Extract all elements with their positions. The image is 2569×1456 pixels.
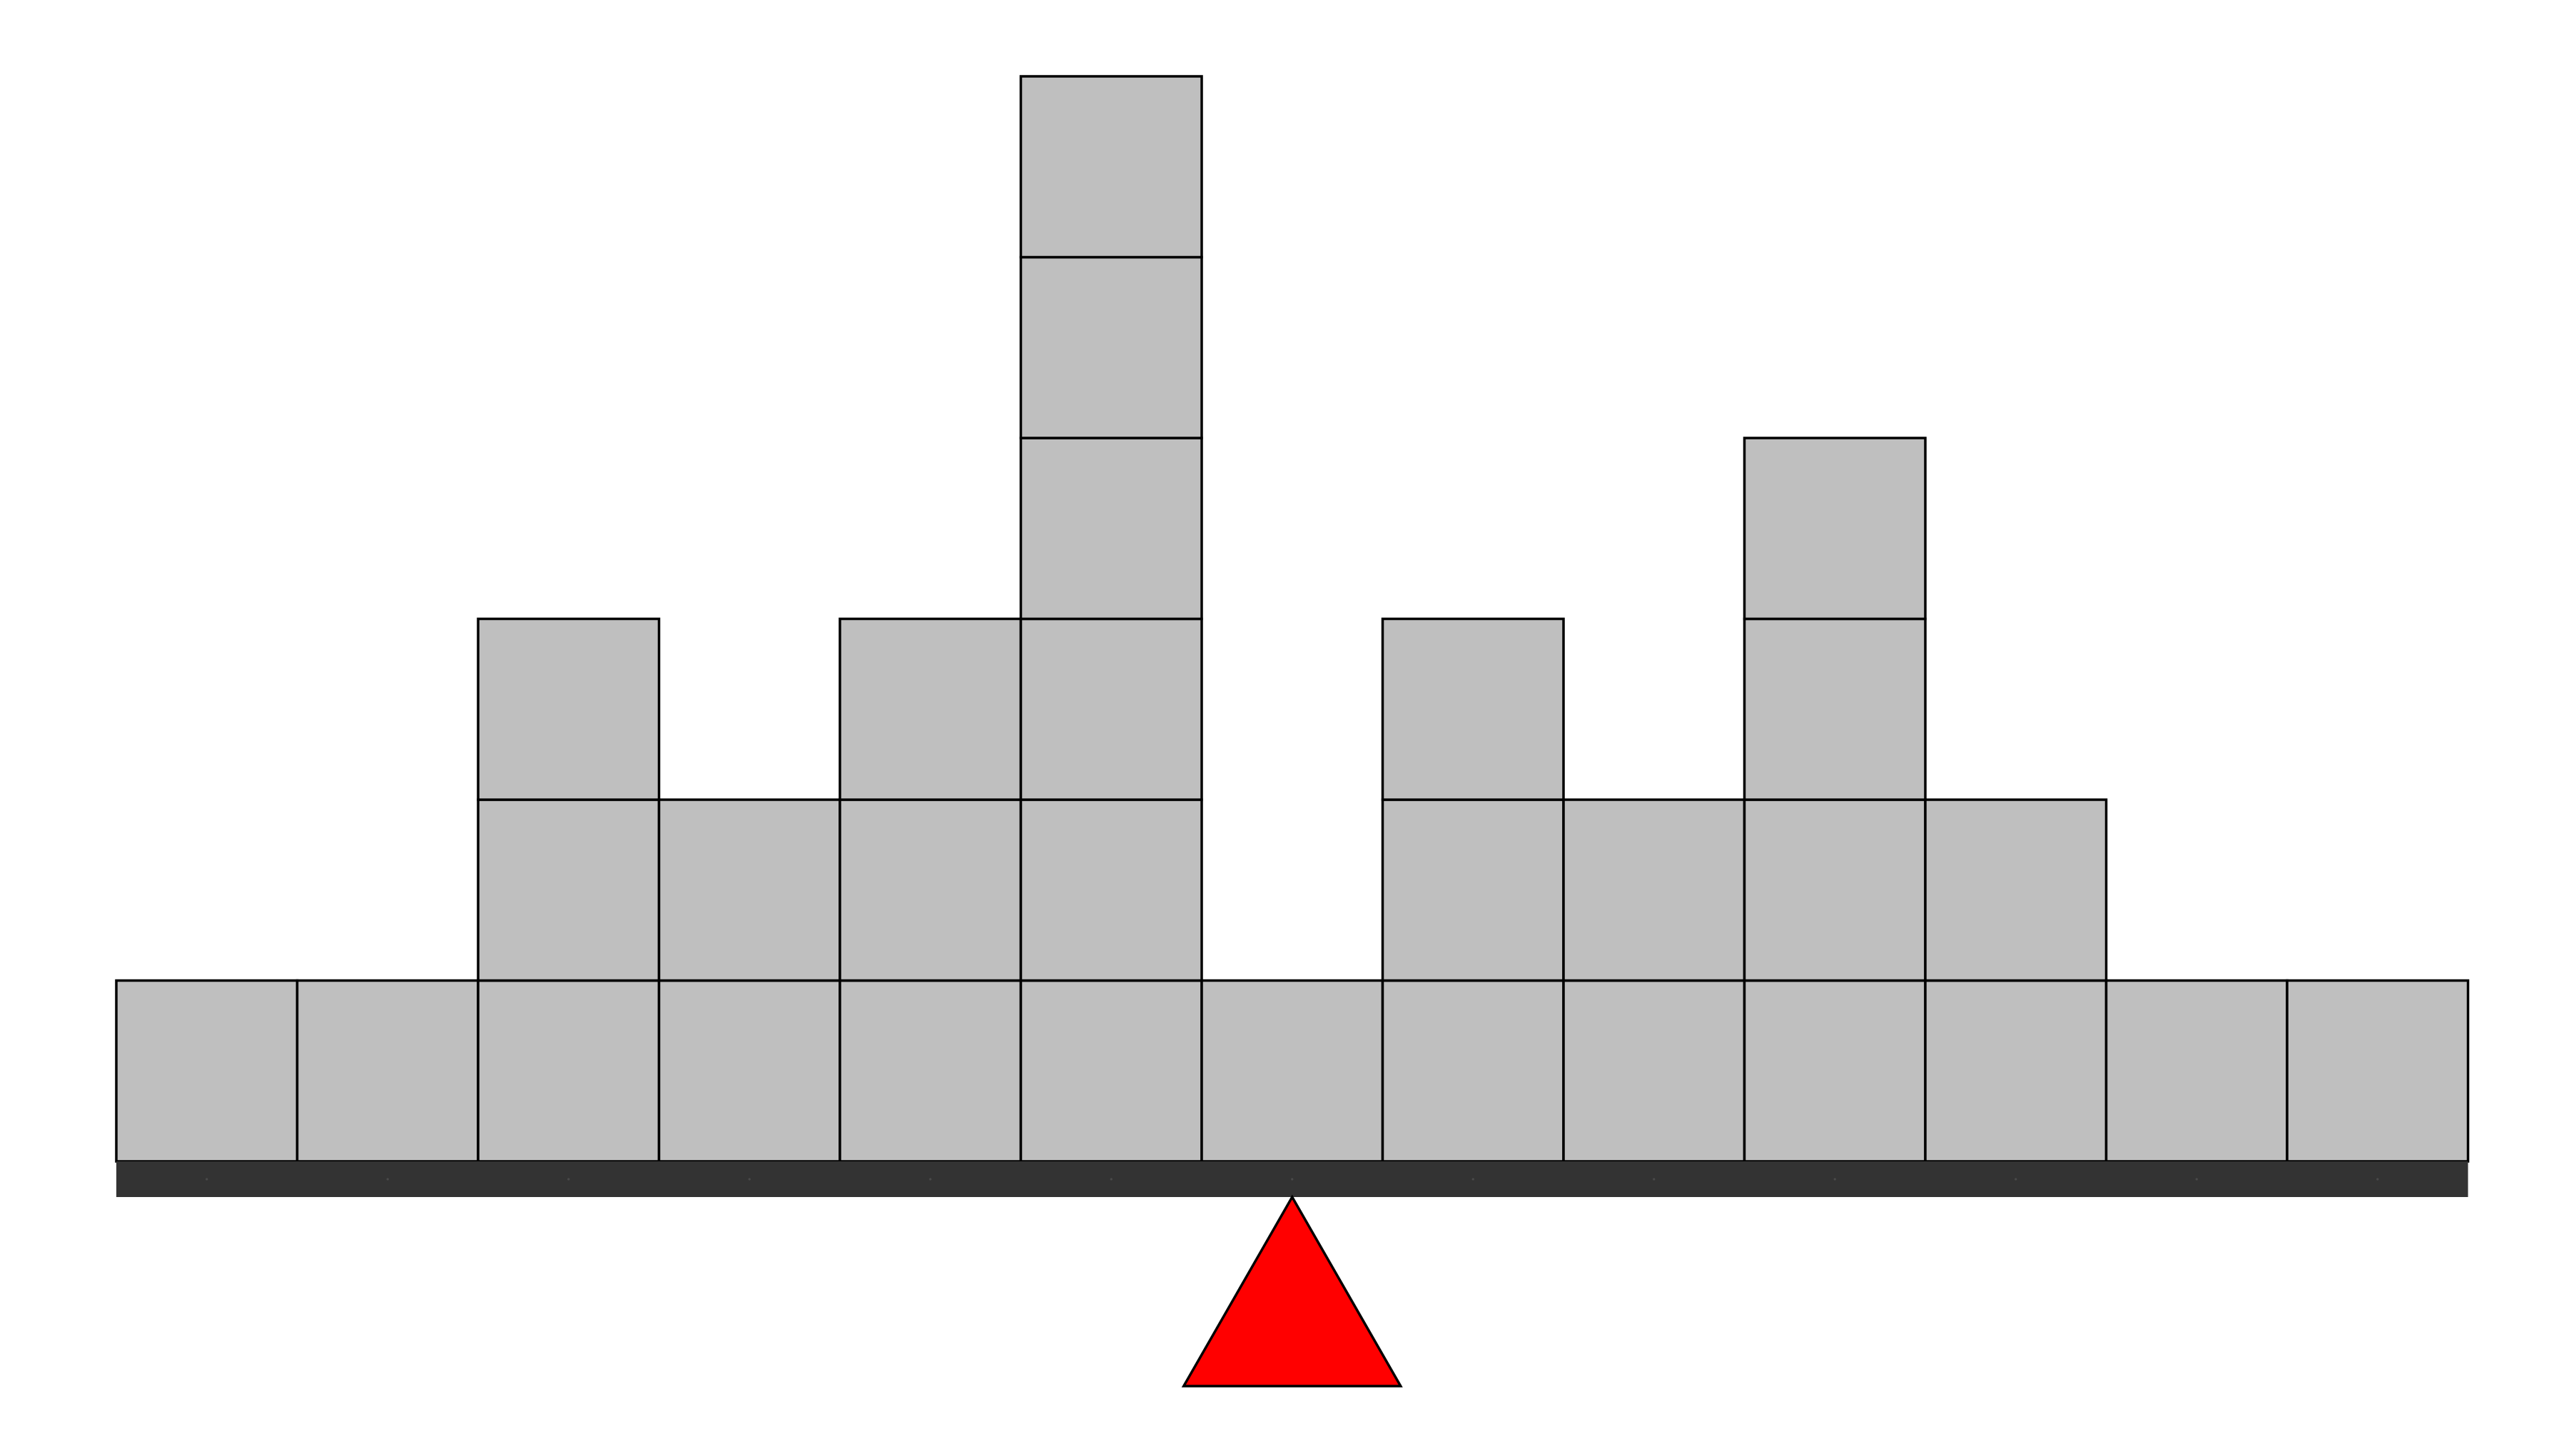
block-stack: [115, 75, 2470, 1163]
block: [1562, 979, 1746, 1163]
beam-tick: [748, 1178, 751, 1181]
block: [657, 798, 841, 982]
block: [1019, 437, 1203, 621]
block: [1381, 979, 1565, 1163]
block: [657, 979, 841, 1163]
block: [477, 617, 661, 801]
block: [1924, 979, 2108, 1163]
block: [477, 798, 661, 982]
block: [1019, 617, 1203, 801]
block: [1019, 979, 1203, 1163]
block: [115, 979, 299, 1163]
beam-tick: [2376, 1178, 2379, 1181]
block: [1743, 617, 1927, 801]
beam-tick: [386, 1178, 389, 1181]
block: [1019, 255, 1203, 439]
beam-tick: [206, 1178, 208, 1181]
block: [477, 979, 661, 1163]
block: [838, 979, 1023, 1163]
block: [1200, 979, 1384, 1163]
block: [295, 979, 480, 1163]
block: [838, 798, 1023, 982]
beam-tick: [1110, 1178, 1113, 1181]
block: [2286, 979, 2470, 1163]
block: [1562, 798, 1746, 982]
block: [1924, 798, 2108, 982]
beam-tick: [567, 1178, 570, 1181]
beam-tick: [1653, 1178, 1656, 1181]
beam-tick: [929, 1178, 932, 1181]
block: [1743, 979, 1927, 1163]
block: [1381, 798, 1565, 982]
beam-tick: [2015, 1178, 2017, 1181]
beam-tick: [1833, 1178, 1836, 1181]
block: [2104, 979, 2289, 1163]
beam-tick: [1291, 1178, 1294, 1181]
block: [1381, 617, 1565, 801]
block: [1743, 798, 1927, 982]
beam-ticks: [206, 1178, 2379, 1181]
fulcrum-triangle: [1181, 1194, 1403, 1388]
block: [1019, 75, 1203, 259]
block: [1743, 437, 1927, 621]
beam-tick: [2195, 1178, 2198, 1181]
block: [838, 617, 1023, 801]
block: [1019, 798, 1203, 982]
beam-tick: [1471, 1178, 1474, 1181]
